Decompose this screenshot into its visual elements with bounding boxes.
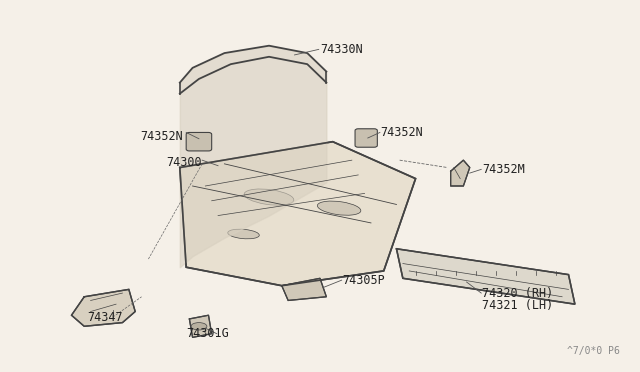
Ellipse shape — [244, 189, 294, 205]
Text: ^7/0*0 P6: ^7/0*0 P6 — [566, 346, 620, 356]
Polygon shape — [282, 278, 326, 301]
Text: 74321 (LH): 74321 (LH) — [483, 299, 554, 312]
FancyBboxPatch shape — [355, 129, 378, 147]
Text: 74330N: 74330N — [320, 43, 363, 56]
Polygon shape — [72, 289, 135, 326]
Text: 74352M: 74352M — [483, 163, 525, 176]
Polygon shape — [396, 249, 575, 304]
Polygon shape — [451, 160, 470, 186]
Ellipse shape — [228, 229, 259, 239]
Text: 74300: 74300 — [166, 155, 202, 169]
Polygon shape — [189, 315, 212, 337]
Ellipse shape — [191, 323, 207, 330]
FancyBboxPatch shape — [186, 132, 212, 151]
Text: 74305P: 74305P — [342, 274, 385, 287]
Text: 74352N: 74352N — [381, 126, 423, 139]
Text: 74347: 74347 — [88, 311, 123, 324]
Text: 74301G: 74301G — [186, 327, 229, 340]
Text: 74320 (RH): 74320 (RH) — [483, 286, 554, 299]
Text: 74352N: 74352N — [140, 130, 183, 142]
Ellipse shape — [317, 201, 361, 215]
Polygon shape — [180, 142, 415, 286]
